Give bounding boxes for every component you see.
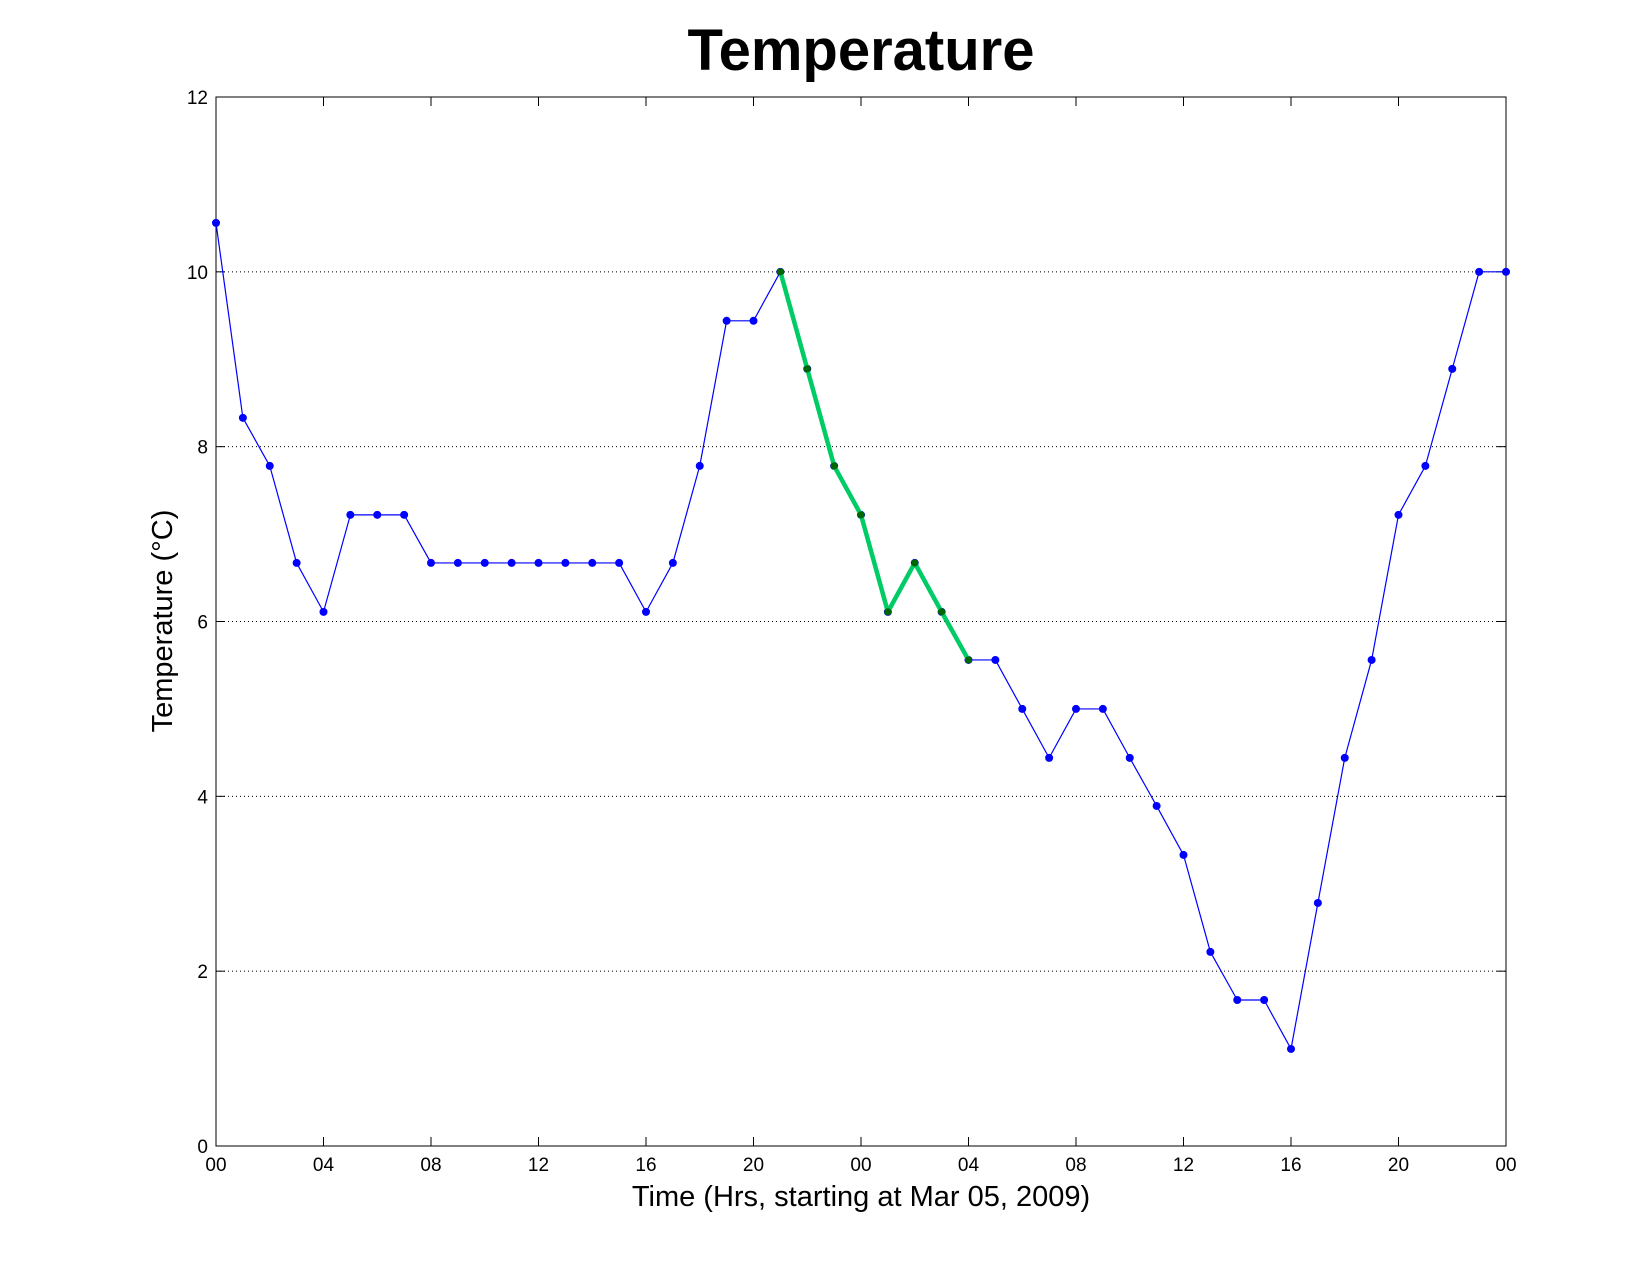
data-point <box>453 558 462 567</box>
highlight-data-point <box>964 656 973 664</box>
data-point <box>1072 704 1080 713</box>
y-tick-label: 10 <box>187 263 208 284</box>
x-tick-label: 04 <box>313 1155 335 1176</box>
highlight-data-point <box>803 365 811 373</box>
data-point <box>346 510 355 519</box>
data-point <box>265 461 274 470</box>
highlight-data-point <box>830 462 838 470</box>
chart-title: Temperature <box>687 18 1034 83</box>
data-point <box>615 558 624 567</box>
y-tick-label: 2 <box>197 962 208 983</box>
data-point <box>1233 996 1242 1005</box>
data-point <box>238 413 247 422</box>
data-point <box>749 316 758 325</box>
data-point <box>1475 267 1484 276</box>
x-tick-label: 12 <box>528 1155 549 1176</box>
data-point <box>480 558 489 567</box>
data-point <box>319 607 328 616</box>
data-point <box>507 558 516 567</box>
x-tick-label: 00 <box>1495 1155 1516 1176</box>
data-point <box>1152 801 1161 810</box>
data-point <box>1394 510 1403 519</box>
x-tick-label: 16 <box>1280 1155 1301 1176</box>
x-tick-label: 08 <box>1065 1155 1086 1176</box>
data-point <box>292 558 301 567</box>
highlight-data-point <box>884 608 892 616</box>
x-tick-label: 00 <box>205 1155 226 1176</box>
x-axis-label: Time (Hrs, starting at Mar 05, 2009) <box>632 1181 1090 1213</box>
tick-layer: 0 2 4 6 8 10 12 00 04 08 12 16 20 00 04 08 12 16 20 00 <box>187 88 1517 1176</box>
data-point <box>668 558 677 567</box>
x-tick-label: 12 <box>1173 1155 1194 1176</box>
data-point <box>400 510 409 519</box>
data-point <box>534 558 543 567</box>
highlight-series-line <box>778 271 971 662</box>
data-point <box>1448 364 1457 373</box>
data-point <box>1367 655 1376 664</box>
highlight-data-point <box>938 608 946 616</box>
series-layer <box>212 218 1510 1053</box>
y-tick-label: 4 <box>197 787 208 808</box>
data-point <box>1018 704 1027 713</box>
data-point <box>1313 898 1322 907</box>
data-point <box>1179 850 1188 859</box>
data-point <box>722 316 731 325</box>
data-point <box>373 510 382 519</box>
x-tick-label: 00 <box>850 1155 871 1176</box>
data-point <box>1502 267 1510 276</box>
highlight-data-point <box>776 268 784 276</box>
data-point <box>1125 753 1134 762</box>
grid-layer <box>216 271 1506 972</box>
data-point <box>1340 753 1349 762</box>
highlight-data-point <box>911 559 919 567</box>
data-point <box>588 558 597 567</box>
x-tick-label: 04 <box>958 1155 980 1176</box>
data-point <box>212 218 220 227</box>
data-point <box>427 558 435 567</box>
data-point <box>1421 461 1430 470</box>
y-tick-label: 0 <box>197 1137 208 1158</box>
x-tick-label: 16 <box>635 1155 656 1176</box>
x-tick-label: 20 <box>743 1155 764 1176</box>
data-point <box>1287 1044 1295 1053</box>
data-point <box>695 461 704 470</box>
data-point <box>1045 753 1054 762</box>
y-axis-label: Temperature (°C) <box>147 510 179 733</box>
data-point <box>991 655 1000 664</box>
data-point <box>1098 704 1107 713</box>
data-point <box>642 607 650 616</box>
data-point <box>561 558 570 567</box>
data-point <box>1260 996 1269 1005</box>
x-tick-label: 08 <box>420 1155 441 1176</box>
y-tick-label: 12 <box>187 88 208 109</box>
y-tick-label: 6 <box>197 613 208 634</box>
y-tick-label: 8 <box>197 438 208 459</box>
data-point <box>1206 947 1215 956</box>
x-tick-label: 20 <box>1388 1155 1409 1176</box>
highlight-data-point <box>857 511 865 519</box>
